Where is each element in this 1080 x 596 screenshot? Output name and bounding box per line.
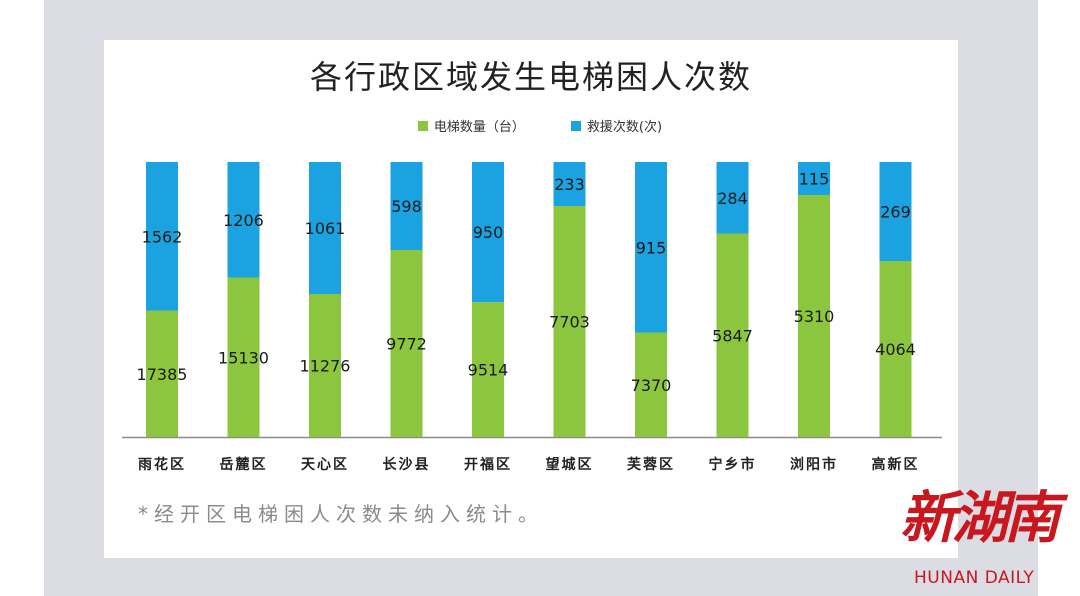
bar-rescues-7 (716, 162, 749, 234)
bar-rescues-9 (879, 162, 912, 261)
data-label-rescues-0: 1562 (142, 227, 183, 246)
bar-elevators-2 (309, 294, 341, 437)
bar-elevators-8 (798, 195, 830, 437)
category-label-0: 雨花区 (138, 456, 186, 473)
data-label-elevators-1: 15130 (218, 348, 269, 367)
data-label-elevators-9: 4064 (875, 340, 916, 359)
category-label-5: 望城区 (546, 456, 594, 473)
bar-elevators-7 (716, 233, 749, 437)
bar-elevators-1 (227, 277, 260, 437)
brand-logo: 新湖南 (900, 485, 1060, 551)
bar-elevators-3 (390, 250, 423, 437)
data-label-rescues-9: 269 (880, 203, 911, 222)
category-label-1: 岳麓区 (220, 456, 268, 473)
legend-label-elevators: 电梯数量（台） (433, 120, 525, 135)
data-label-rescues-5: 233 (554, 175, 585, 194)
bar-elevators-9 (879, 261, 912, 437)
bar-rescues-2 (309, 162, 341, 294)
chart-legend: 电梯数量（台） 救援次数(次) (0, 116, 1080, 135)
data-label-elevators-4: 9514 (468, 361, 509, 380)
legend-item-elevators: 电梯数量（台） (417, 116, 525, 135)
category-label-8: 浏阳市 (790, 456, 838, 473)
category-label-2: 天心区 (301, 457, 349, 473)
category-label-4: 开福区 (464, 456, 512, 473)
legend-label-rescues: 救援次数(次) (586, 120, 663, 135)
data-label-rescues-2: 1061 (305, 219, 346, 238)
chart-title: 各行政区域发生电梯困人次数 (309, 58, 752, 96)
bar-rescues-1 (227, 162, 260, 278)
data-label-elevators-5: 7703 (549, 313, 590, 332)
footnote: *经开区电梯困人次数未纳入统计。 (138, 502, 544, 526)
bar-rescues-4 (472, 162, 504, 303)
data-label-rescues-1: 1206 (223, 211, 264, 230)
bar-elevators-0 (146, 310, 178, 437)
data-label-elevators-3: 9772 (386, 335, 427, 354)
bar-elevators-6 (635, 332, 667, 437)
data-label-elevators-2: 11276 (300, 357, 351, 376)
bar-elevators-5 (553, 206, 586, 437)
data-label-elevators-7: 5847 (712, 326, 753, 345)
data-label-elevators-0: 17385 (137, 365, 188, 384)
data-label-elevators-8: 5310 (794, 307, 835, 326)
data-label-rescues-4: 950 (473, 223, 504, 242)
category-label-3: 长沙县 (383, 456, 431, 473)
bar-rescues-6 (635, 162, 667, 333)
legend-swatch-rescues (570, 120, 581, 131)
category-label-7: 宁乡市 (709, 456, 757, 473)
bar-rescues-0 (146, 162, 178, 311)
brand-subtitle: HUNAN DAILY (914, 568, 1035, 588)
category-label-6: 芙蓉区 (626, 456, 675, 473)
data-label-rescues-3: 598 (391, 197, 422, 216)
legend-swatch-elevators (417, 120, 428, 131)
bar-elevators-4 (472, 302, 504, 437)
bar-rescues-8 (798, 162, 830, 195)
bar-rescues-3 (390, 162, 423, 250)
data-label-rescues-8: 115 (799, 170, 830, 189)
data-label-elevators-6: 7370 (631, 376, 672, 395)
category-label-9: 高新区 (872, 456, 920, 473)
legend-item-rescues: 救援次数(次) (570, 116, 663, 135)
data-label-rescues-6: 915 (636, 238, 667, 257)
data-label-rescues-7: 284 (717, 189, 748, 208)
bar-rescues-5 (553, 162, 586, 206)
